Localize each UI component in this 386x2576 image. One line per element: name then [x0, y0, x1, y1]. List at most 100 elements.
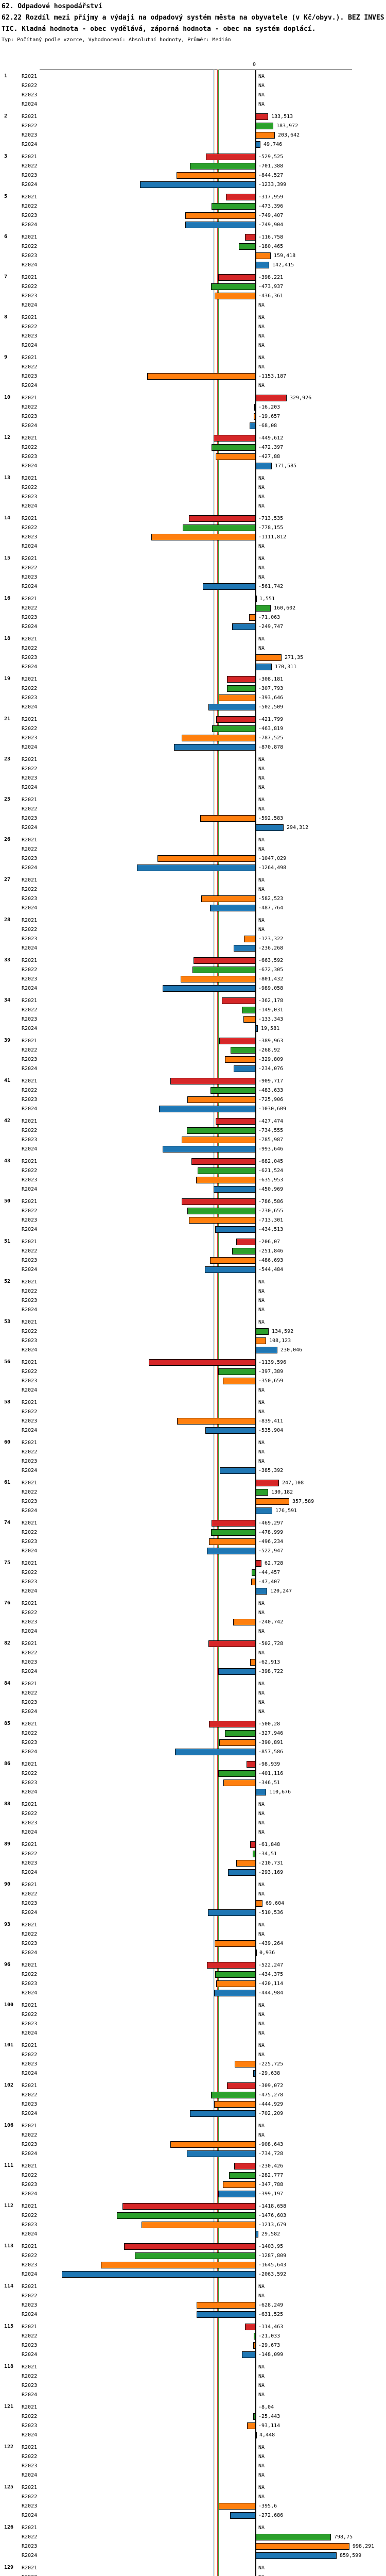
value-label: -395,6 [258, 2503, 277, 2509]
value-label: -496,234 [258, 1539, 284, 1545]
row-label: R2021 [22, 1802, 38, 1807]
bar-row: R2021 NA [0, 1278, 386, 1287]
row-label: R2022 [22, 1530, 38, 1535]
value-label: 69,604 [266, 1901, 285, 1906]
bar-R2023 [233, 1619, 256, 1625]
row-label: R2022 [22, 1771, 38, 1776]
na-label: NA [258, 927, 265, 933]
group-id: 50 [4, 1198, 11, 1204]
bar-row: R2022 NA [0, 2292, 386, 2301]
row-label: R2023 [22, 1499, 38, 1504]
bar-row: R2021 -449,612 [0, 434, 386, 443]
group-block: 113 R2021 -1403,95 R2022 -1287,809 R2023 -1645… [0, 2242, 386, 2279]
value-label: -401,116 [258, 1771, 284, 1776]
group-block: 41 R2021 -909,717 R2022 -483,633 R2023 -725,90… [0, 1077, 386, 1114]
na-label: NA [258, 1802, 265, 1807]
row-label: R2023 [22, 1177, 38, 1183]
value-label: -672,305 [258, 967, 284, 973]
bar-row: R2022 -473,937 [0, 282, 386, 292]
bar-R2024 [218, 2191, 256, 2197]
bar-R2024 [253, 2070, 256, 2077]
row-label: R2024 [22, 2272, 38, 2277]
row-label: R2021 [22, 234, 38, 240]
bar-row: R2024 -249,747 [0, 622, 386, 632]
row-label: R2024 [22, 785, 38, 790]
na-label: NA [258, 1891, 265, 1897]
bar-row: R2022 NA [0, 765, 386, 774]
value-label: -909,717 [258, 1078, 284, 1084]
bar-R2022 [232, 1248, 256, 1255]
value-label: -1111,812 [258, 534, 287, 540]
row-label: R2024 [22, 1588, 38, 1594]
bar-R2024 [256, 141, 260, 148]
bar-R2022 [218, 1368, 256, 1375]
bar-R2023 [253, 2342, 256, 2349]
value-label: -631,525 [258, 2312, 284, 2317]
bar-R2022 [252, 1569, 256, 1576]
bar-R2023 [249, 614, 256, 621]
value-label: -473,937 [258, 284, 284, 290]
bar-row: R2022 -621,524 [0, 1166, 386, 1176]
group-block: 12 R2021 -449,612 R2022 -472,397 R2023 -427,88… [0, 434, 386, 471]
row-label: R2021 [22, 435, 38, 441]
row-label: R2023 [22, 2544, 38, 2549]
bar-row: R2022 NA [0, 644, 386, 653]
bar-R2021 [218, 274, 256, 281]
group-block: 7 R2021 -398,221 R2022 -473,937 R2023 -436,361… [0, 273, 386, 310]
row-label: R2021 [22, 1400, 38, 1405]
group-block: 50 R2021 -786,586 R2022 -730,655 R2023 -713,30… [0, 1197, 386, 1234]
row-label: R2021 [22, 2445, 38, 2450]
bar-R2024 [256, 2231, 258, 2238]
bar-row: R2024 -398,722 [0, 1667, 386, 1676]
na-label: NA [258, 837, 265, 843]
bar-row: R2023 -444,929 [0, 2100, 386, 2109]
bar-row: R2022 -672,305 [0, 965, 386, 975]
bar-row: R2022 NA [0, 1649, 386, 1658]
na-label: NA [258, 2043, 265, 2048]
bar-row: R2024 -631,525 [0, 2310, 386, 2319]
bar-row: R2022 NA [0, 2493, 386, 2502]
row-label: R2023 [22, 1459, 38, 1464]
bar-R2021 [209, 1721, 256, 1727]
group-block: 3 R2021 -529,525 R2022 -701,388 R2023 -844,527… [0, 152, 386, 190]
row-label: R2022 [22, 887, 38, 892]
row-label: R2022 [22, 123, 38, 129]
value-label: 357,589 [292, 1499, 314, 1504]
na-label: NA [258, 494, 265, 500]
bar-row: R2022 -149,031 [0, 1006, 386, 1015]
row-label: R2023 [22, 816, 38, 821]
na-label: NA [258, 1319, 265, 1325]
bar-row: R2023 -436,361 [0, 292, 386, 301]
row-label: R2021 [22, 1681, 38, 1687]
na-label: NA [258, 1829, 265, 1835]
value-label: -282,777 [258, 2173, 284, 2178]
row-label: R2022 [22, 646, 38, 651]
group-block: 5 R2021 -317,959 R2022 -473,396 R2023 -749,407… [0, 193, 386, 230]
group-block: 33 R2021 -663,592 R2022 -672,305 R2023 -801,43… [0, 956, 386, 993]
row-label: R2021 [22, 2364, 38, 2370]
bar-row: R2022 -478,999 [0, 1528, 386, 1537]
bar-row: R2024 -399,197 [0, 2190, 386, 2199]
bar-row: R2023 -47,407 [0, 1578, 386, 1587]
bar-row: R2021 NA [0, 2523, 386, 2533]
bar-R2023 [219, 2503, 256, 2510]
row-label: R2021 [22, 275, 38, 280]
bar-row: R2022 NA [0, 2452, 386, 2462]
bar-row: R2022 134,592 [0, 1327, 386, 1336]
bar-R2023 [216, 453, 256, 460]
value-label: -206,07 [258, 1239, 280, 1245]
bar-R2023 [256, 252, 271, 259]
bar-row: R2021 NA [0, 353, 386, 363]
bar-row: R2023 -713,301 [0, 1216, 386, 1225]
value-label: -309,072 [258, 2083, 284, 2089]
row-label: R2021 [22, 1078, 38, 1084]
row-label: R2023 [22, 1860, 38, 1866]
row-label: R2021 [22, 315, 38, 320]
value-label: -475,278 [258, 2092, 284, 2098]
bar-row: R2022 -397,389 [0, 1367, 386, 1377]
bar-R2022 [215, 1971, 256, 1978]
bar-R2024 [256, 824, 284, 831]
value-label: -522,247 [258, 1962, 284, 1968]
row-label: R2024 [22, 1187, 38, 1192]
row-label: R2024 [22, 624, 38, 630]
